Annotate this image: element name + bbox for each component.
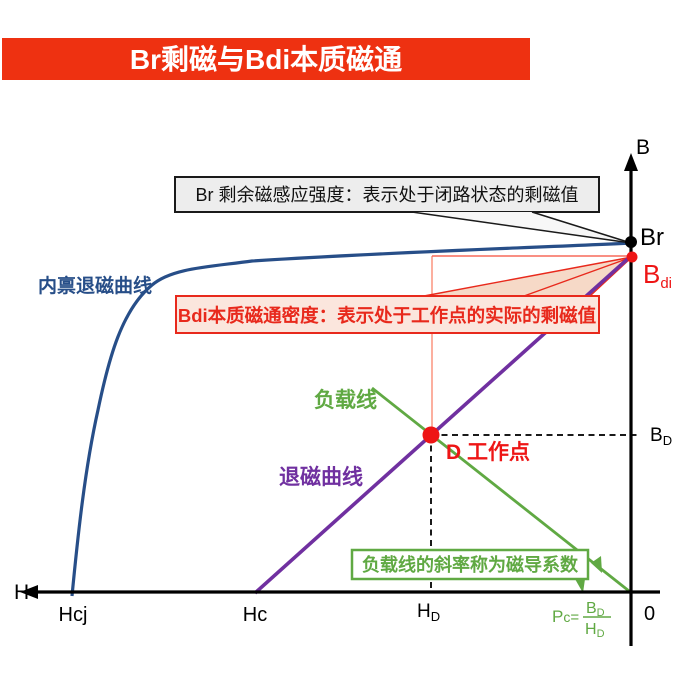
br-note-text: Br 剩余磁感应强度：表示处于闭路状态的剩磁值	[196, 185, 579, 205]
h-axis-arrow	[20, 585, 38, 599]
pc-formula-lhs: Pc=	[552, 607, 579, 626]
load-note-tail	[575, 579, 585, 593]
hd-label: HD	[417, 601, 440, 624]
bdi-label: Bdi	[643, 259, 672, 292]
intrinsic-curve-label: 内禀退磁曲线	[38, 274, 152, 297]
b-axis-arrow	[624, 153, 638, 171]
hc-label: Hc	[243, 604, 267, 626]
bd-label: BD	[650, 425, 672, 448]
h-axis-label: H	[14, 581, 29, 604]
origin-label: 0	[644, 603, 655, 625]
br-label: Br	[640, 224, 664, 251]
load-note-arrow	[591, 556, 602, 573]
b-axis-label: B	[636, 136, 650, 159]
page-title: Br剩磁与Bdi本质磁通	[130, 44, 402, 75]
load-note-text: 负载线的斜率称为磁导系数	[362, 554, 579, 575]
pc-formula-numerator: BD	[586, 600, 605, 619]
bdi-point	[626, 251, 638, 263]
hcj-label: Hcj	[59, 604, 88, 626]
title-banner	[2, 38, 530, 80]
br-point	[625, 236, 637, 248]
br-callout-edge-right	[531, 211, 632, 244]
bdi-note-text: Bdi本质磁通密度：表示处于工作点的实际的剩磁值	[178, 305, 597, 326]
bdi-callout-edge-left	[423, 256, 633, 297]
intrinsic-demag-curve	[70, 241, 632, 597]
br-callout-edge-left	[411, 211, 632, 244]
demag-line-label: 退磁曲线	[279, 465, 363, 489]
operating-point-label: D 工作点	[446, 440, 530, 464]
bdi-callout-edge-mid	[523, 256, 633, 297]
bdi-note-box	[175, 295, 600, 334]
pc-formula-denominator: HD	[585, 621, 605, 640]
pc-formula: Pc= BD HD	[552, 600, 611, 640]
load-note-box	[350, 548, 590, 581]
br-note-box	[174, 176, 600, 213]
load-line-label: 负载线	[314, 388, 377, 412]
d-point	[422, 426, 440, 444]
